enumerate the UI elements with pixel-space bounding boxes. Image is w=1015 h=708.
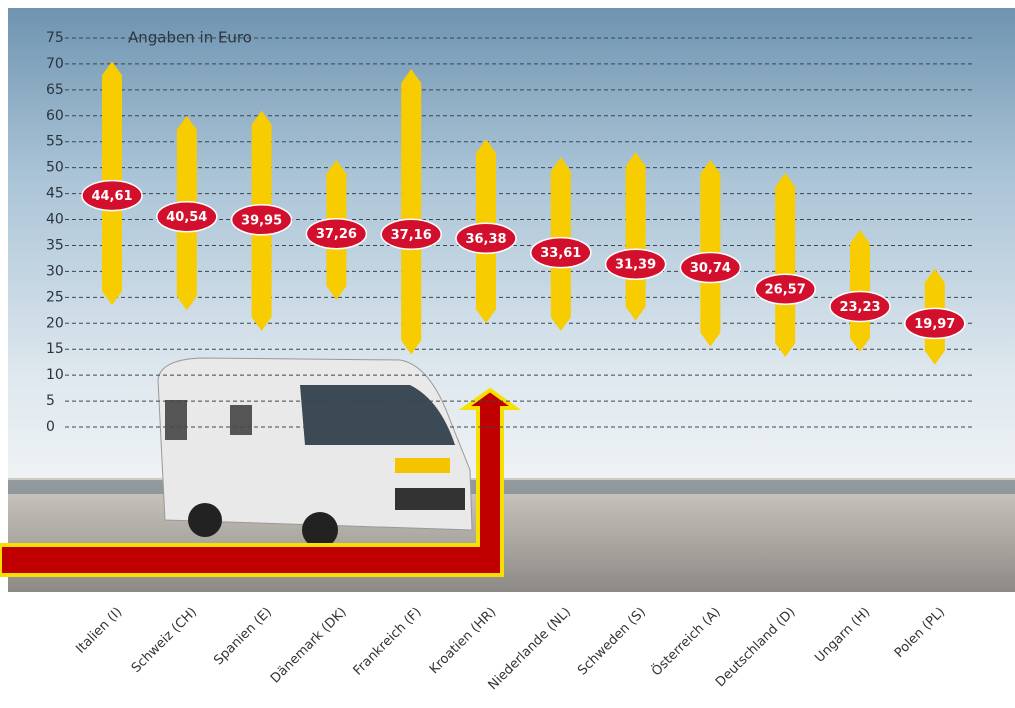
value-badge bbox=[305, 217, 368, 250]
y-tick-label: 30 bbox=[46, 263, 64, 279]
value-badge bbox=[904, 307, 966, 340]
value-badge bbox=[679, 251, 742, 284]
y-tick-label: 55 bbox=[46, 134, 64, 150]
value-label: 39,95 bbox=[241, 213, 282, 228]
decor-arrow bbox=[0, 387, 522, 577]
y-tick-label: 15 bbox=[46, 341, 64, 357]
camper bbox=[157, 357, 473, 548]
value-label: 36,38 bbox=[465, 232, 506, 247]
value-label: 37,26 bbox=[316, 227, 357, 242]
value-badge bbox=[754, 273, 816, 305]
y-tick-label: 5 bbox=[46, 393, 55, 409]
value-label: 23,23 bbox=[839, 300, 880, 315]
y-tick-label: 65 bbox=[46, 82, 64, 98]
range-arrow bbox=[401, 69, 422, 355]
value-label: 40,54 bbox=[166, 210, 207, 225]
x-tick-label: Österreich (A) bbox=[648, 603, 724, 679]
x-tick-label: Frankreich (F) bbox=[351, 605, 425, 679]
y-tick-label: 0 bbox=[46, 419, 55, 435]
horizon bbox=[8, 480, 1015, 494]
y-tick-label: 40 bbox=[46, 212, 64, 228]
value-badge bbox=[81, 179, 143, 212]
y-tick-label: 70 bbox=[46, 56, 64, 72]
value-badge bbox=[604, 248, 667, 280]
value-label: 31,39 bbox=[615, 258, 656, 273]
value-badge bbox=[380, 218, 442, 251]
x-tick-label: Spanien (E) bbox=[211, 605, 275, 669]
x-tick-label: Polen (PL) bbox=[892, 605, 948, 661]
chart-title: Angaben in Euro bbox=[128, 29, 252, 47]
value-badge bbox=[530, 236, 592, 269]
value-badge bbox=[230, 204, 293, 236]
value-label: 26,57 bbox=[765, 283, 806, 298]
y-tick-label: 35 bbox=[46, 237, 64, 253]
range-arrow bbox=[775, 172, 796, 357]
x-tick-label: Italien (I) bbox=[73, 605, 125, 657]
value-label: 30,74 bbox=[690, 261, 731, 276]
x-tick-label: Schweiz (CH) bbox=[129, 605, 200, 676]
x-tick-label: Niederlande (NL) bbox=[486, 605, 575, 694]
y-tick-label: 60 bbox=[46, 108, 64, 124]
value-label: 37,16 bbox=[391, 228, 432, 243]
y-tick-label: 20 bbox=[46, 315, 64, 331]
value-label: 44,61 bbox=[91, 189, 132, 204]
x-tick-label: Deutschland (D) bbox=[713, 605, 798, 690]
value-label: 33,61 bbox=[540, 246, 581, 261]
range-arrow bbox=[625, 152, 646, 321]
x-tick-label: Ungarn (H) bbox=[812, 605, 873, 666]
y-tick-label: 50 bbox=[46, 160, 64, 176]
value-label: 19,97 bbox=[914, 317, 955, 332]
x-tick-label: Dänemark (DK) bbox=[268, 605, 350, 687]
y-tick-label: 75 bbox=[46, 30, 64, 46]
value-badge bbox=[829, 290, 891, 323]
x-tick-label: Schweden (S) bbox=[575, 605, 649, 679]
value-badge bbox=[156, 200, 218, 233]
y-tick-label: 45 bbox=[46, 186, 64, 202]
value-badge bbox=[455, 222, 517, 255]
x-tick-label: Kroatien (HR) bbox=[427, 605, 500, 678]
y-tick-label: 10 bbox=[46, 367, 64, 383]
y-tick-label: 25 bbox=[46, 289, 64, 305]
